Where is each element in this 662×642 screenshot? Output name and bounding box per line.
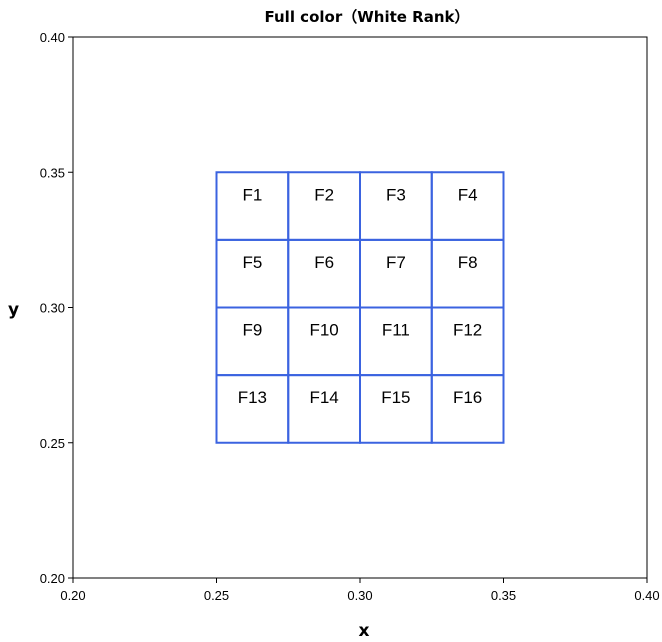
region-cell (359, 171, 433, 241)
region-label: F2 (314, 185, 334, 204)
y-tick-label: 0.30 (40, 301, 65, 316)
region-label: F11 (382, 321, 410, 340)
region-cell (430, 306, 505, 377)
x-tick-label: 0.40 (634, 588, 659, 603)
region-cell (215, 238, 290, 309)
region-cell (215, 306, 290, 377)
region-label: F6 (314, 253, 334, 272)
region-cell (430, 374, 505, 444)
region-cell (215, 374, 290, 444)
y-tick-label: 0.20 (40, 571, 65, 586)
plot-area: 0.20 0.25 0.30 0.35 0.40 0.20 0.25 0.30 0.35 0.40… (40, 30, 660, 603)
region-cell (287, 374, 361, 444)
region-cell (430, 171, 505, 241)
y-axis-label: y (8, 300, 19, 320)
region-cell (430, 238, 505, 309)
region-cell (287, 238, 361, 309)
region-label: F4 (458, 185, 478, 204)
region-cell (359, 306, 433, 377)
region-label: F14 (309, 388, 338, 407)
region-cell (359, 238, 433, 309)
x-tick-label: 0.30 (347, 588, 372, 603)
region-cell (287, 306, 361, 377)
y-tick-label: 0.40 (40, 30, 65, 45)
region-cell (287, 171, 361, 241)
y-tick-label: 0.35 (40, 165, 65, 180)
x-tick-label: 0.25 (204, 588, 229, 603)
region-label: F7 (386, 253, 406, 272)
region-label: F16 (453, 388, 482, 407)
region-label: F3 (386, 185, 406, 204)
region-label: F8 (458, 253, 478, 272)
region-label: F12 (453, 321, 482, 340)
region-label: F15 (381, 388, 410, 407)
x-tick-label: 0.35 (491, 588, 516, 603)
region-label: F1 (242, 185, 262, 204)
region-label: F10 (309, 321, 338, 340)
region-label: F5 (242, 253, 262, 272)
y-tick-label: 0.25 (40, 436, 65, 451)
region-label: F13 (238, 388, 267, 407)
x-axis-label: x (359, 621, 370, 641)
chart-title: Full color（White Rank） (265, 8, 470, 26)
region-label: F9 (242, 321, 262, 340)
x-tick-label: 0.20 (60, 588, 85, 603)
region-cell (215, 171, 290, 241)
region-cell (359, 374, 433, 444)
